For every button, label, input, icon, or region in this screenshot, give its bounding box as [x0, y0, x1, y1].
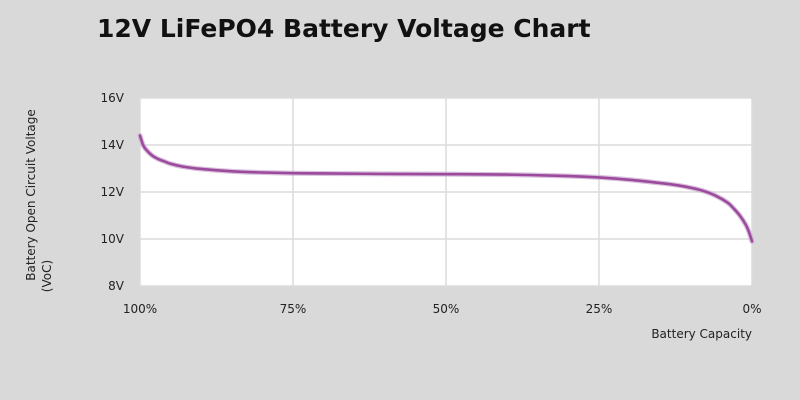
- y-tick-label: 12V: [101, 185, 125, 199]
- x-tick-label: 50%: [433, 302, 460, 316]
- y-axis-label-line1: Battery Open Circuit Voltage: [24, 109, 38, 281]
- x-tick-label: 100%: [123, 302, 157, 316]
- x-axis-label: Battery Capacity: [651, 327, 752, 341]
- x-tick-label: 0%: [742, 302, 761, 316]
- y-tick-label: 14V: [101, 138, 125, 152]
- x-tick-label: 75%: [280, 302, 307, 316]
- y-axis-label-line2: (VoC): [40, 260, 54, 292]
- x-tick-label: 25%: [586, 302, 613, 316]
- chart-title: 12V LiFePO4 Battery Voltage Chart: [97, 14, 591, 43]
- y-tick-label: 8V: [108, 279, 125, 293]
- y-tick-label: 16V: [101, 91, 125, 105]
- y-tick-label: 10V: [101, 232, 125, 246]
- series-line: [138, 134, 754, 243]
